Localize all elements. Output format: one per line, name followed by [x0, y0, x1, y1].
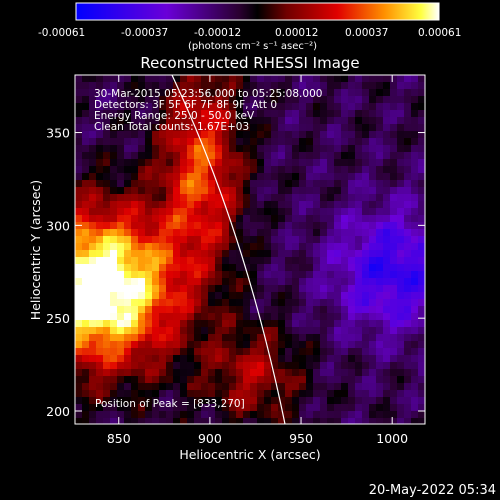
colorbar-tick: 0.00061 — [418, 27, 461, 39]
colorbar-ticks: -0.00061 -0.00037 -0.00012 0.00012 0.000… — [38, 27, 461, 39]
colorbar-units: (photons cm⁻² s⁻¹ asec⁻²) — [188, 41, 317, 52]
x-axis-label: Heliocentric X (arcsec) — [179, 447, 320, 462]
x-tick-label: 900 — [198, 431, 222, 446]
colorbar-tick: 0.00037 — [345, 27, 388, 39]
x-tick-label: 950 — [289, 431, 313, 446]
flux-pixels — [75, 75, 425, 424]
x-tick-label: 1000 — [376, 431, 408, 446]
plot-frame — [74, 74, 426, 425]
info-line: Clean Total counts: 1.67E+03 — [94, 121, 249, 133]
info-line: 30-Mar-2015 05:23:56.000 to 05:25:08.000 — [94, 88, 322, 100]
colorbar-tick: -0.00037 — [121, 27, 168, 39]
y-tick-label: 300 — [46, 218, 70, 233]
x-tick-label: 850 — [107, 431, 131, 446]
y-tick-label: 350 — [46, 126, 70, 141]
footer-timestamp: 20-May-2022 05:34 — [369, 483, 496, 498]
image-area — [75, 75, 425, 424]
y-tick-label: 200 — [46, 404, 70, 419]
info-line: Detectors: 3F 5F 6F 7F 8F 9F, Att 0 — [94, 99, 277, 111]
peak-position: Position of Peak = [833,270] — [95, 398, 245, 410]
colorbar-tick: -0.00012 — [194, 27, 241, 39]
image-title: Reconstructed RHESSI Image — [140, 54, 359, 72]
axis-ticks — [75, 75, 425, 424]
observation-info: 30-Mar-2015 05:23:56.000 to 05:25:08.000… — [94, 88, 322, 133]
colorbar — [75, 2, 440, 21]
info-line: Energy Range: 25.0 - 50.0 keV — [94, 110, 255, 122]
axis-tick-labels: 850 900 950 1000 200 250 300 350 — [46, 126, 408, 446]
y-tick-label: 250 — [46, 311, 70, 326]
y-axis-label: Heliocentric Y (arcsec) — [28, 180, 43, 320]
colorbar-tick: -0.00061 — [38, 27, 85, 39]
colorbar-tick: 0.00012 — [275, 27, 318, 39]
solar-limb — [171, 75, 286, 424]
